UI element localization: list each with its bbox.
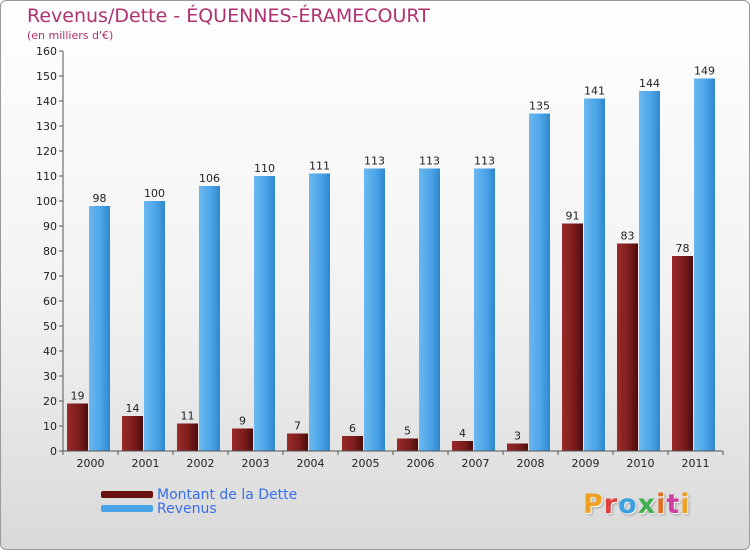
bar-debt bbox=[177, 423, 198, 451]
data-label-revenue: 98 bbox=[93, 192, 107, 205]
x-tick-label: 2001 bbox=[132, 457, 160, 470]
y-tick-label: 50 bbox=[43, 320, 57, 333]
x-tick-label: 2004 bbox=[297, 457, 325, 470]
bar-debt bbox=[672, 256, 693, 451]
x-tick-label: 2008 bbox=[517, 457, 545, 470]
bar-revenue bbox=[89, 206, 110, 451]
bar-debt bbox=[122, 416, 143, 451]
data-label-debt: 4 bbox=[459, 427, 466, 440]
data-label-debt: 19 bbox=[71, 390, 85, 403]
logo-letter: r bbox=[603, 489, 619, 520]
x-tick-label: 2009 bbox=[572, 457, 600, 470]
data-label-debt: 11 bbox=[181, 410, 195, 423]
y-tick-label: 80 bbox=[43, 245, 57, 258]
data-label-debt: 91 bbox=[566, 210, 580, 223]
bars: 19 98 14 100 11 106 9 110 7 111 6 113 5 113 4 113 3 135 91… bbox=[67, 65, 715, 451]
y-tick-label: 160 bbox=[36, 45, 57, 58]
x-axis: 2000 2001 2002 2003 2004 2005 2006 2007 2008 2009… bbox=[62, 450, 724, 470]
y-axis: 0 10 20 30 40 50 60 70 80 90 100 110 120 130 140 150 160 bbox=[36, 45, 64, 458]
y-tick-label: 150 bbox=[36, 70, 57, 83]
data-label-debt: 83 bbox=[621, 230, 635, 243]
bar-debt bbox=[397, 438, 418, 451]
chart-title: Revenus/Dette - ÉQUENNES-ÉRAMECOURT bbox=[27, 5, 430, 27]
bar-revenue bbox=[144, 201, 165, 451]
data-label-revenue: 113 bbox=[419, 155, 440, 168]
bar-debt bbox=[67, 403, 88, 451]
y-tick-label: 140 bbox=[36, 95, 57, 108]
bar-revenue bbox=[199, 186, 220, 451]
data-label-debt: 5 bbox=[404, 425, 411, 438]
logo-letter: o bbox=[618, 489, 638, 520]
y-tick-label: 10 bbox=[43, 420, 57, 433]
legend-swatch-revenue bbox=[101, 505, 153, 512]
bar-revenue bbox=[254, 176, 275, 451]
x-tick-label: 2010 bbox=[627, 457, 655, 470]
y-tick-label: 60 bbox=[43, 295, 57, 308]
logo-letter: i bbox=[680, 489, 691, 520]
data-label-revenue: 144 bbox=[639, 77, 660, 90]
bar-debt bbox=[342, 436, 363, 451]
data-label-debt: 9 bbox=[239, 415, 246, 428]
data-label-debt: 78 bbox=[676, 242, 690, 255]
data-label-debt: 7 bbox=[294, 420, 301, 433]
legend-swatch-debt bbox=[101, 491, 153, 498]
data-label-revenue: 100 bbox=[144, 187, 165, 200]
x-tick-label: 2007 bbox=[462, 457, 490, 470]
chart-subtitle: (en milliers d'€) bbox=[27, 29, 114, 42]
bar-debt bbox=[562, 223, 583, 451]
logo-letter: t bbox=[666, 489, 681, 520]
bar-chart: 0 10 20 30 40 50 60 70 80 90 100 110 120 130 140 150 160… bbox=[36, 45, 724, 470]
legend-label-revenue: Revenus bbox=[157, 501, 217, 517]
y-tick-label: 100 bbox=[36, 195, 57, 208]
bar-revenue bbox=[474, 168, 495, 451]
bar-debt bbox=[617, 243, 638, 451]
y-tick-label: 0 bbox=[50, 445, 57, 458]
bar-revenue bbox=[584, 98, 605, 451]
proxiti-logo: Proxiti bbox=[583, 489, 691, 520]
bar-revenue bbox=[639, 91, 660, 451]
data-label-debt: 14 bbox=[126, 402, 140, 415]
data-label-revenue: 135 bbox=[529, 100, 550, 113]
bar-debt bbox=[507, 443, 528, 451]
data-label-revenue: 149 bbox=[694, 65, 715, 78]
y-tick-label: 20 bbox=[43, 395, 57, 408]
x-tick-label: 2003 bbox=[242, 457, 270, 470]
y-tick-label: 90 bbox=[43, 220, 57, 233]
data-label-debt: 3 bbox=[514, 430, 521, 443]
bar-revenue bbox=[529, 113, 550, 451]
logo-letter: i bbox=[656, 489, 667, 520]
x-tick-label: 2002 bbox=[187, 457, 215, 470]
data-label-revenue: 113 bbox=[474, 155, 495, 168]
x-tick-label: 2000 bbox=[77, 457, 105, 470]
legend-label-debt: Montant de la Dette bbox=[157, 487, 298, 503]
logo-letter: x bbox=[637, 489, 657, 520]
logo-letter: P bbox=[583, 489, 604, 520]
bar-revenue bbox=[364, 168, 385, 451]
y-tick-label: 130 bbox=[36, 120, 57, 133]
x-tick-label: 2006 bbox=[407, 457, 435, 470]
data-label-debt: 6 bbox=[349, 422, 356, 435]
y-tick-label: 30 bbox=[43, 370, 57, 383]
x-tick-label: 2011 bbox=[682, 457, 710, 470]
y-tick-label: 40 bbox=[43, 345, 57, 358]
bar-revenue bbox=[694, 78, 715, 451]
y-tick-label: 120 bbox=[36, 145, 57, 158]
bar-debt bbox=[232, 428, 253, 451]
data-label-revenue: 106 bbox=[199, 172, 220, 185]
data-label-revenue: 110 bbox=[254, 162, 275, 175]
bar-revenue bbox=[309, 173, 330, 451]
bar-debt bbox=[452, 441, 473, 451]
y-tick-label: 110 bbox=[36, 170, 57, 183]
bar-debt bbox=[287, 433, 308, 451]
x-tick-label: 2005 bbox=[352, 457, 380, 470]
y-tick-label: 70 bbox=[43, 270, 57, 283]
data-label-revenue: 113 bbox=[364, 155, 385, 168]
data-label-revenue: 111 bbox=[309, 160, 330, 173]
bar-revenue bbox=[419, 168, 440, 451]
data-label-revenue: 141 bbox=[584, 85, 605, 98]
